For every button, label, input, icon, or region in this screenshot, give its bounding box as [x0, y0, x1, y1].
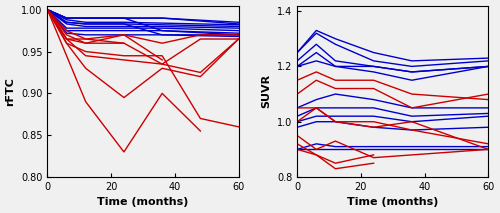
- Y-axis label: SUVR: SUVR: [262, 74, 272, 108]
- X-axis label: Time (months): Time (months): [98, 197, 188, 207]
- X-axis label: Time (months): Time (months): [347, 197, 438, 207]
- Y-axis label: rFTC: rFTC: [6, 77, 16, 106]
